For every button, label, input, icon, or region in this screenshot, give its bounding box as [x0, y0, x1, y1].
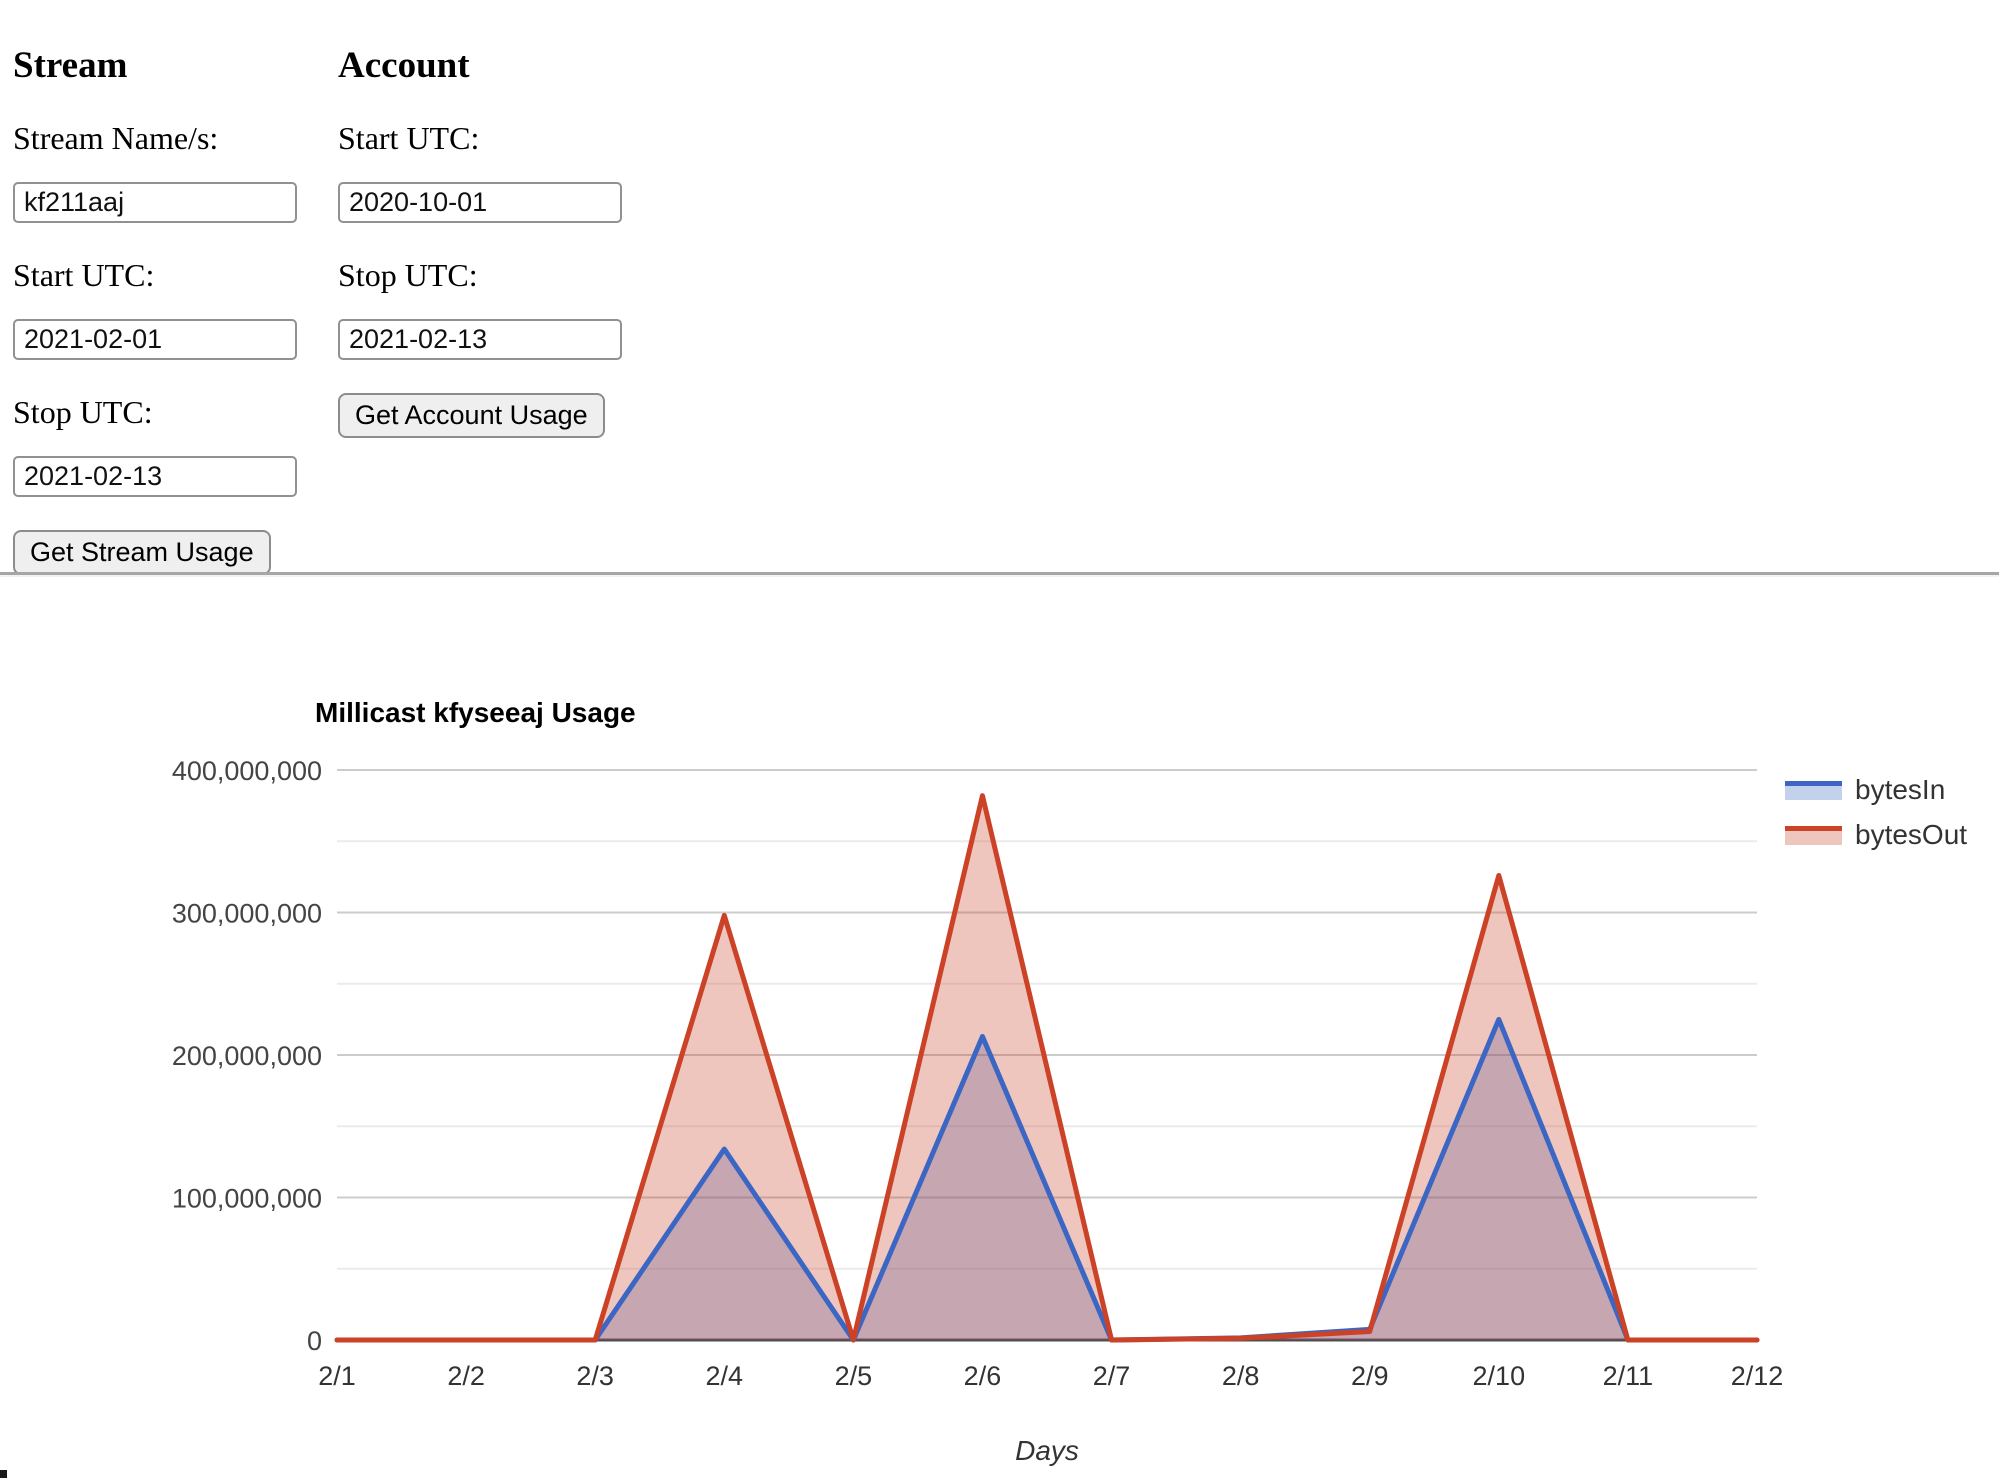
- corner-artifact: [0, 1470, 7, 1478]
- stream-start-utc-input[interactable]: [13, 319, 297, 360]
- x-tick-label: 2/1: [318, 1361, 356, 1391]
- x-tick-label: 2/12: [1731, 1361, 1784, 1391]
- x-tick-label: 2/11: [1603, 1361, 1654, 1391]
- x-axis-title: Days: [1015, 1435, 1079, 1466]
- legend-bytesIn-fill-swatch: [1785, 786, 1842, 800]
- x-tick-label: 2/9: [1351, 1361, 1389, 1391]
- y-tick-label: 300,000,000: [172, 899, 322, 929]
- account-start-utc-input[interactable]: [338, 182, 622, 223]
- stream-name-label: Stream Name/s:: [13, 120, 219, 156]
- x-tick-label: 2/10: [1473, 1361, 1526, 1391]
- account-start-utc-label: Start UTC:: [338, 120, 480, 156]
- stream-stop-utc-label: Stop UTC:: [13, 394, 153, 430]
- account-heading: Account: [338, 45, 470, 86]
- x-tick-label: 2/3: [576, 1361, 614, 1391]
- account-stop-utc-input[interactable]: [338, 319, 622, 360]
- y-tick-label: 100,000,000: [172, 1184, 322, 1214]
- x-tick-label: 2/5: [835, 1361, 873, 1391]
- stream-name-input[interactable]: [13, 182, 297, 223]
- usage-query-form: Stream Stream Name/s: Start UTC: Stop UT…: [0, 0, 1999, 578]
- bytesOut-line: [334, 793, 1760, 1343]
- y-tick-label: 0: [307, 1326, 322, 1356]
- section-divider: [0, 572, 1999, 577]
- y-tick-label: 200,000,000: [172, 1041, 322, 1071]
- legend-bytesOut-label: bytesOut: [1855, 819, 1967, 850]
- account-section: Account Start UTC: Stop UTC: Get Account…: [338, 0, 622, 438]
- x-tick-label: 2/8: [1222, 1361, 1260, 1391]
- legend-bytesIn-line-swatch: [1785, 781, 1842, 786]
- x-tick-label: 2/7: [1093, 1361, 1131, 1391]
- legend-bytesOut-fill-swatch: [1785, 831, 1842, 845]
- account-stop-utc-label: Stop UTC:: [338, 257, 478, 293]
- x-tick-label: 2/2: [447, 1361, 485, 1391]
- legend-bytesIn-label: bytesIn: [1855, 774, 1945, 805]
- x-tick-label: 2/6: [964, 1361, 1002, 1391]
- stream-heading: Stream: [13, 45, 128, 86]
- chart-title: Millicast kfyseeaj Usage: [315, 697, 636, 728]
- legend-bytesOut-line-swatch: [1785, 826, 1842, 831]
- bytesIn-area: [337, 1019, 1757, 1340]
- x-tick-label: 2/4: [705, 1361, 743, 1391]
- y-tick-label: 400,000,000: [172, 756, 322, 786]
- stream-stop-utc-input[interactable]: [13, 456, 297, 497]
- bytesOut-area: [337, 795, 1757, 1340]
- stream-start-utc-label: Start UTC:: [13, 257, 155, 293]
- get-account-usage-button[interactable]: Get Account Usage: [338, 393, 605, 438]
